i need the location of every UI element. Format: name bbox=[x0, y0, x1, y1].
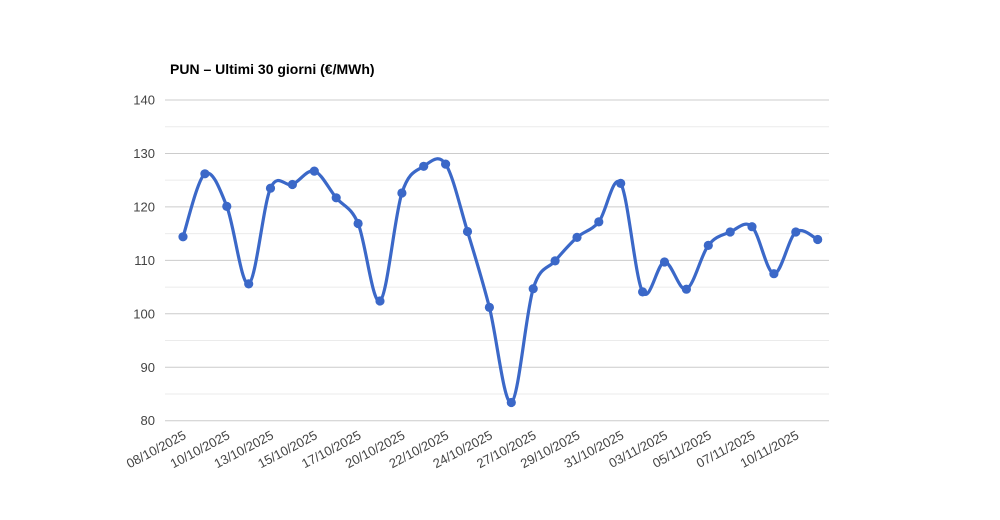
chart-title: PUN – Ultimi 30 giorni (€/MWh) bbox=[170, 61, 375, 77]
data-point-marker[interactable] bbox=[747, 222, 757, 232]
data-point-marker[interactable] bbox=[725, 227, 735, 237]
y-tick-label: 100 bbox=[133, 306, 155, 321]
data-point-marker[interactable] bbox=[616, 178, 626, 188]
data-point-marker[interactable] bbox=[550, 256, 560, 266]
data-point-marker[interactable] bbox=[375, 296, 385, 306]
data-point-marker[interactable] bbox=[441, 159, 451, 169]
data-point-marker[interactable] bbox=[397, 188, 407, 198]
data-point-marker[interactable] bbox=[681, 284, 692, 294]
data-point-marker[interactable] bbox=[331, 193, 341, 203]
data-point-marker[interactable] bbox=[265, 183, 276, 193]
data-point-marker[interactable] bbox=[419, 161, 429, 171]
data-point-marker[interactable] bbox=[659, 257, 670, 267]
y-tick-label: 120 bbox=[133, 199, 155, 214]
data-point-marker[interactable] bbox=[594, 217, 604, 227]
data-point-marker[interactable] bbox=[638, 287, 648, 297]
data-point-marker[interactable] bbox=[703, 240, 713, 250]
data-point-marker[interactable] bbox=[484, 302, 494, 312]
y-tick-label: 140 bbox=[133, 93, 155, 108]
y-tick-label: 130 bbox=[133, 146, 155, 161]
data-point-marker[interactable] bbox=[528, 284, 538, 294]
data-point-marker[interactable] bbox=[572, 232, 582, 242]
data-point-marker[interactable] bbox=[353, 218, 363, 229]
y-tick-label: 90 bbox=[141, 360, 155, 375]
data-point-marker[interactable] bbox=[309, 166, 319, 176]
y-tick-label: 110 bbox=[134, 253, 155, 268]
data-point-marker[interactable] bbox=[178, 232, 188, 242]
data-point-marker[interactable] bbox=[222, 201, 232, 211]
data-point-marker[interactable] bbox=[813, 234, 823, 245]
y-tick-label: 80 bbox=[141, 413, 155, 428]
pun-series-line bbox=[181, 157, 820, 405]
data-point-marker[interactable] bbox=[769, 269, 779, 279]
data-point-marker[interactable] bbox=[200, 169, 210, 179]
data-point-marker[interactable] bbox=[791, 227, 801, 237]
data-point-marker[interactable] bbox=[244, 279, 254, 289]
data-point-marker[interactable] bbox=[462, 226, 473, 237]
data-point-marker[interactable] bbox=[287, 179, 297, 190]
data-point-marker[interactable] bbox=[506, 397, 516, 408]
